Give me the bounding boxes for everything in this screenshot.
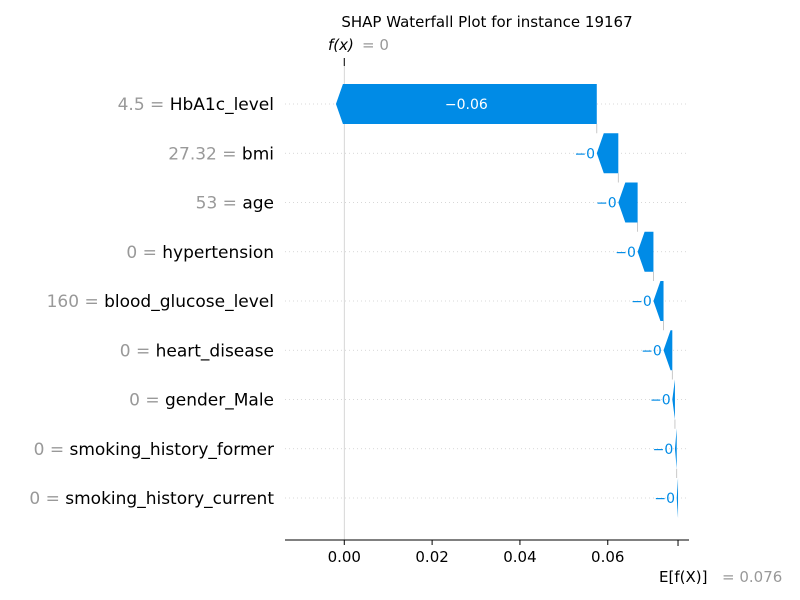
shap-bar-label: −0 — [631, 294, 652, 310]
feature-value: 160 = — [47, 292, 105, 312]
x-tick-label: 0.00 — [328, 548, 361, 566]
shap-bar-label: −0 — [596, 196, 617, 212]
expected-label-group: E[f(X)] = 0.076 — [659, 568, 782, 586]
shap-bar — [618, 182, 638, 223]
shap-bar — [596, 133, 619, 174]
shap-bar — [637, 231, 654, 272]
shap-bar-label: −0 — [641, 343, 662, 359]
feature-name: smoking_history_current — [65, 489, 274, 509]
shap-bar-label: −0 — [615, 245, 636, 261]
feature-label: 0 = smoking_history_former — [34, 440, 274, 460]
feature-name: gender_Male — [165, 391, 274, 411]
fx-label-group: f(x) = 0 — [328, 36, 389, 54]
shap-bar-label: −0 — [654, 491, 675, 507]
feature-value: 0 = — [120, 341, 156, 361]
feature-value: 53 = — [196, 194, 243, 214]
x-axis: 0.00 0.02 0.04 0.06 — [285, 539, 689, 566]
feature-name: blood_glucose_level — [104, 292, 274, 312]
shap-bar — [672, 379, 675, 420]
feature-label: 160 = blood_glucose_level — [47, 292, 274, 312]
feature-name: smoking_history_former — [69, 440, 274, 460]
feature-labels: 4.5 = HbA1c_level 27.32 = bmi 53 = age 0 = … — [29, 95, 274, 509]
x-tick-label: 0.02 — [415, 548, 448, 566]
shap-bar-label: −0 — [574, 146, 595, 162]
shap-bar-label: −0 — [653, 442, 674, 458]
feature-name: heart_disease — [156, 341, 274, 361]
chart-title: SHAP Waterfall Plot for instance 19167 — [341, 13, 632, 31]
feature-label: 0 = hypertension — [126, 243, 274, 263]
grid-layer — [285, 58, 689, 540]
feature-value: 0 = — [29, 489, 65, 509]
feature-name: age — [242, 194, 274, 214]
feature-value: 4.5 = — [118, 95, 170, 115]
fx-label: f(x) — [328, 36, 354, 54]
shap-bar — [335, 84, 597, 124]
shap-bar — [674, 428, 677, 469]
feature-value: 0 = — [34, 440, 70, 460]
feature-label: 0 = smoking_history_current — [29, 489, 274, 509]
shap-bar-label: −0.06 — [445, 97, 488, 113]
shap-bar — [676, 478, 679, 518]
shap-bar — [653, 281, 664, 321]
expected-value: = 0.076 — [722, 568, 782, 586]
feature-label: 53 = age — [196, 194, 274, 214]
feature-label: 27.32 = bmi — [168, 144, 274, 164]
bars-layer: −0.06 −0 −0 −0 −0 −0 −0 −0 −0 — [335, 84, 679, 518]
x-tick-label: 0.04 — [503, 548, 536, 566]
feature-value: 0 = — [129, 391, 165, 411]
shap-bar — [663, 330, 673, 371]
x-tick-label: 0.06 — [591, 548, 624, 566]
feature-label: 4.5 = HbA1c_level — [118, 95, 274, 115]
expected-label: E[f(X)] — [659, 568, 707, 586]
feature-label: 0 = gender_Male — [129, 391, 274, 411]
feature-name: bmi — [242, 144, 274, 164]
feature-label: 0 = heart_disease — [120, 341, 274, 361]
shap-bar-label: −0 — [650, 393, 671, 409]
feature-value: 0 = — [126, 243, 162, 263]
feature-name: HbA1c_level — [170, 95, 274, 115]
fx-value: = 0 — [362, 36, 389, 54]
feature-value: 27.32 = — [168, 144, 242, 164]
feature-name: hypertension — [162, 243, 274, 263]
